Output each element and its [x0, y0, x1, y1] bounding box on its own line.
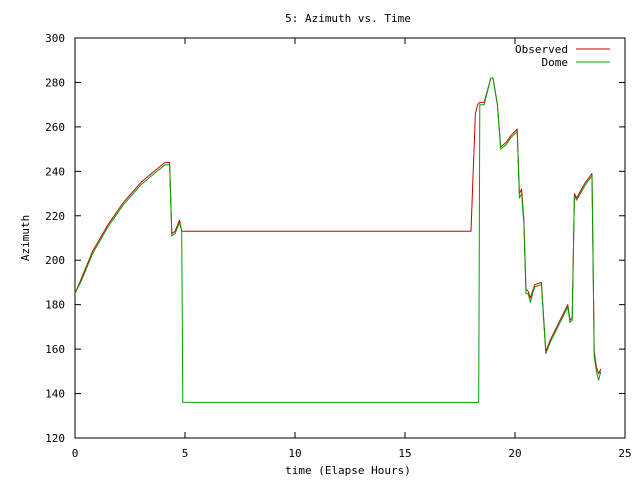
- y-tick-label: 200: [45, 254, 65, 267]
- x-tick-label: 5: [182, 447, 189, 460]
- series-line-observed: [74, 77, 602, 375]
- x-tick-label: 15: [398, 447, 411, 460]
- plot-frame: [74, 37, 626, 439]
- legend: Observed Dome: [515, 43, 610, 69]
- legend-label-observed: Observed: [515, 43, 568, 56]
- y-tick-label: 280: [45, 76, 65, 89]
- y-axis-label: Azimuth: [19, 215, 32, 261]
- series-layer: [74, 77, 602, 403]
- chart-title: 5: Azimuth vs. Time: [285, 12, 411, 25]
- x-tick-label: 20: [508, 447, 521, 460]
- y-tick-label: 160: [45, 343, 65, 356]
- x-tick-label: 10: [288, 447, 301, 460]
- series-line-dome: [74, 77, 602, 403]
- y-tick-label: 180: [45, 299, 65, 312]
- y-tick-label: 240: [45, 165, 65, 178]
- y-axis: 120 140 160 180 200 220 240 260 280 300: [45, 32, 625, 445]
- x-axis-label: time (Elapse Hours): [285, 464, 411, 477]
- y-tick-label: 140: [45, 388, 65, 401]
- y-tick-label: 260: [45, 121, 65, 134]
- y-tick-label: 120: [45, 432, 65, 445]
- legend-label-dome: Dome: [542, 56, 569, 69]
- x-axis: 0 5 10 15 20 25: [72, 38, 632, 460]
- y-tick-label: 220: [45, 210, 65, 223]
- x-tick-label: 25: [618, 447, 631, 460]
- x-tick-label: 0: [72, 447, 79, 460]
- y-tick-label: 300: [45, 32, 65, 45]
